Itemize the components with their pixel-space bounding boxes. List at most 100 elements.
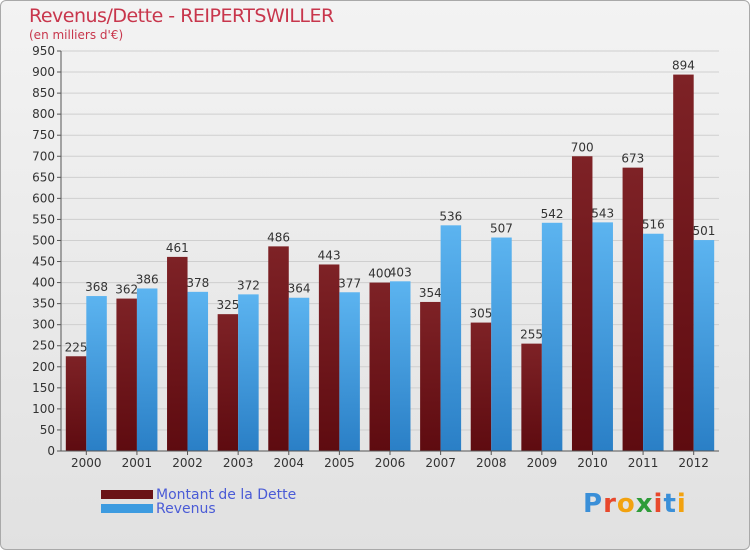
bar-revenus [592, 222, 613, 451]
y-tick-label: 800 [32, 107, 55, 121]
y-tick-label: 150 [32, 381, 55, 395]
data-label-dette: 700 [571, 140, 594, 154]
x-tick-label: 2008 [476, 456, 507, 470]
bar-dette [470, 322, 492, 451]
x-tick-label: 2001 [122, 456, 153, 470]
bar-dette [369, 282, 390, 451]
bar-dette [217, 314, 239, 451]
bar-dette [268, 246, 289, 451]
y-tick-label: 650 [32, 170, 55, 184]
x-tick-label: 2006 [375, 456, 406, 470]
y-tick-label: 350 [32, 297, 55, 311]
x-tick-label: 2004 [273, 456, 304, 470]
data-label-revenus: 536 [439, 209, 462, 223]
data-label-revenus: 368 [85, 280, 108, 294]
x-tick-label: 2002 [172, 456, 203, 470]
data-label-revenus: 516 [642, 218, 665, 232]
bar-dette [420, 301, 441, 451]
chart-title: Revenus/Dette - REIPERTSWILLER [29, 5, 334, 27]
data-label-revenus: 501 [692, 224, 715, 238]
data-label-revenus: 543 [591, 206, 614, 220]
data-label-revenus: 507 [490, 222, 513, 236]
logo-letter: P [583, 489, 604, 519]
data-label-dette: 443 [318, 248, 341, 262]
data-label-revenus: 542 [541, 207, 564, 221]
bar-revenus [86, 296, 107, 451]
bar-revenus [440, 225, 462, 451]
logo-letter: i [653, 489, 664, 519]
bar-dette [673, 74, 694, 451]
logo-letter: t [663, 489, 677, 519]
bar-revenus [390, 281, 411, 451]
bar-revenus [541, 222, 563, 451]
bar-revenus [339, 292, 360, 451]
data-label-dette: 400 [368, 267, 391, 281]
data-label-revenus: 377 [338, 276, 361, 290]
x-tick-label: 2005 [324, 456, 355, 470]
data-label-dette: 486 [267, 230, 290, 244]
data-label-revenus: 378 [186, 276, 209, 290]
bar-dette [521, 343, 542, 451]
y-tick-label: 550 [32, 212, 55, 226]
y-tick-label: 450 [32, 255, 55, 269]
y-tick-label: 700 [32, 149, 55, 163]
y-tick-label: 100 [32, 402, 55, 416]
bar-revenus [693, 240, 715, 451]
legend-item-dette: Montant de la Dette [101, 487, 361, 503]
x-tick-label: 2007 [425, 456, 456, 470]
y-tick-label: 300 [32, 318, 55, 332]
legend-label-revenus: Revenus [156, 501, 216, 517]
x-axis: 2000 2001 2002 2003 2004 2005 2006 2007 2008 2009… [61, 450, 719, 470]
y-tick-label: 900 [32, 65, 55, 79]
logo-letter: x [635, 489, 654, 519]
data-label-dette: 461 [166, 241, 189, 255]
y-tick-label: 50 [40, 423, 55, 437]
y-tick-label: 850 [32, 86, 55, 100]
legend-label-dette: Montant de la Dette [156, 487, 297, 503]
y-tick-label: 500 [32, 233, 55, 247]
data-label-dette: 894 [672, 59, 695, 73]
data-label-dette: 305 [470, 307, 493, 321]
logo-letter: i [676, 489, 687, 519]
y-tick-label: 950 [32, 44, 55, 58]
y-tick-label: 750 [32, 128, 55, 142]
proxiti-logo: Proxiti [583, 489, 687, 519]
y-tick-label: 200 [32, 360, 55, 374]
x-tick-label: 2010 [577, 456, 608, 470]
y-tick-label: 0 [47, 444, 55, 458]
data-label-revenus: 386 [136, 272, 159, 286]
bar-dette [318, 264, 340, 451]
bar-revenus [643, 233, 664, 451]
bar-revenus [491, 237, 512, 451]
x-tick-label: 2000 [71, 456, 102, 470]
data-label-revenus: 403 [389, 265, 412, 279]
bar-revenus [288, 297, 310, 451]
legend-item-revenus: Revenus [101, 501, 361, 517]
logo-letter: r [603, 489, 617, 519]
x-tick-label: 2003 [223, 456, 254, 470]
y-tick-label: 600 [32, 191, 55, 205]
data-label-dette: 354 [419, 286, 442, 300]
legend-swatch-revenus [101, 504, 153, 513]
data-label-revenus: 372 [237, 278, 260, 292]
data-label-dette: 673 [621, 152, 644, 166]
data-label-dette: 362 [115, 283, 138, 297]
bar-dette [116, 298, 137, 451]
bar-revenus [136, 288, 158, 451]
data-label-dette: 225 [65, 340, 88, 354]
y-tick-label: 250 [32, 339, 55, 353]
legend-swatch-dette [101, 490, 153, 499]
bar-dette [167, 256, 188, 451]
chart-subtitle: (en milliers d'€) [29, 28, 124, 42]
y-tick-label: 400 [32, 276, 55, 290]
logo-letter: o [616, 489, 636, 519]
bar-dette [571, 156, 593, 451]
data-label-revenus: 364 [288, 282, 311, 296]
bar-dette [622, 167, 644, 451]
bar-revenus [238, 294, 259, 451]
data-label-dette: 255 [520, 328, 543, 342]
bar-dette [65, 356, 87, 451]
